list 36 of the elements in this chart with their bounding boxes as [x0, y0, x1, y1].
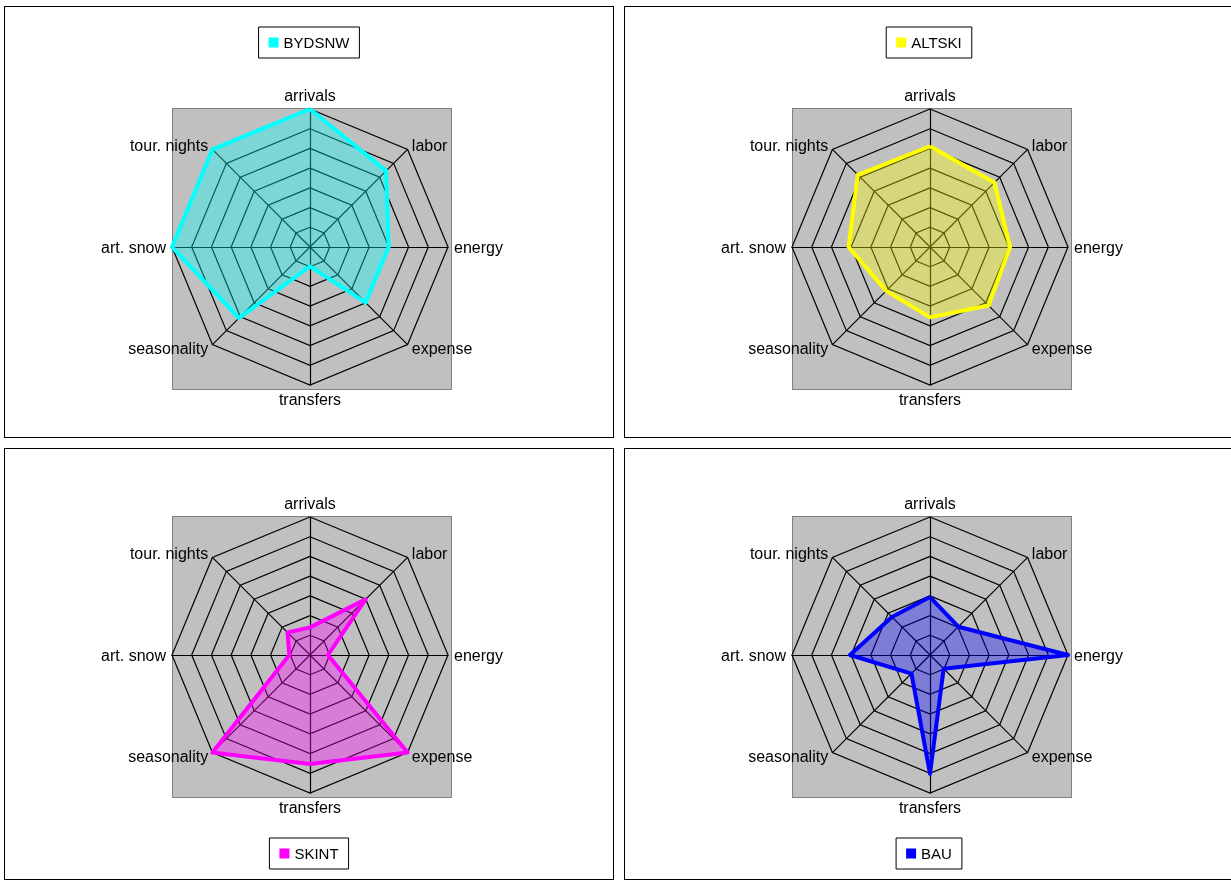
- spoke-label: labor: [411, 136, 449, 154]
- legend-label: BYDSNW: [283, 34, 351, 51]
- spoke-label: labor: [411, 544, 449, 562]
- spoke-label: art. snow: [721, 238, 787, 256]
- spoke-label: expense: [411, 748, 473, 766]
- spoke-label: expense: [1031, 340, 1093, 358]
- spoke-label: labor: [1031, 544, 1069, 562]
- spoke-label: seasonality: [748, 340, 829, 358]
- spoke-label: energy: [1074, 646, 1123, 664]
- spoke-label: tour. nights: [129, 136, 209, 154]
- spoke-label: tour. nights: [749, 136, 829, 154]
- spoke-label: art. snow: [101, 646, 167, 664]
- spoke-label: art. snow: [101, 238, 167, 256]
- spoke-label: arrivals: [284, 86, 336, 104]
- legend-label: BAU: [921, 845, 952, 862]
- spoke-label: expense: [411, 340, 473, 358]
- spoke-label: energy: [454, 646, 503, 664]
- spoke-label: art. snow: [721, 646, 787, 664]
- spoke-label: tour. nights: [129, 544, 209, 562]
- spoke-label: seasonality: [748, 748, 829, 766]
- spoke-label: transfers: [278, 390, 342, 408]
- spoke-label: seasonality: [128, 340, 209, 358]
- spoke-label: expense: [1031, 748, 1093, 766]
- spoke-label: arrivals: [904, 86, 956, 104]
- legend-label: SKINT: [294, 845, 339, 862]
- spoke-label: energy: [1074, 238, 1123, 256]
- spoke-label: transfers: [898, 798, 962, 816]
- spoke-label: transfers: [278, 798, 342, 816]
- spoke-label: seasonality: [128, 748, 209, 766]
- spoke-label: labor: [1031, 136, 1069, 154]
- spoke-label: tour. nights: [749, 544, 829, 562]
- spoke-label: transfers: [898, 390, 962, 408]
- spoke-label: energy: [454, 238, 503, 256]
- spoke-label: arrivals: [284, 494, 336, 512]
- legend-label: ALTSKI: [911, 34, 962, 51]
- spoke-label: arrivals: [904, 494, 956, 512]
